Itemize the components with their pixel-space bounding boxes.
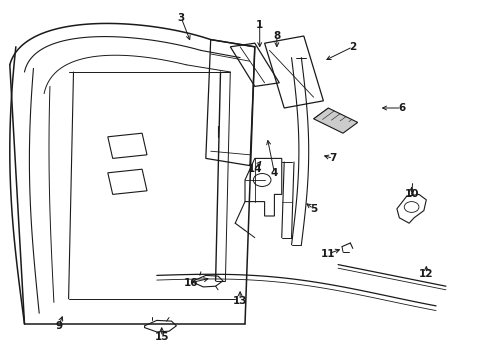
Text: 9: 9	[55, 321, 62, 331]
Text: 1: 1	[256, 20, 263, 30]
Text: 7: 7	[329, 153, 337, 163]
Text: 14: 14	[247, 164, 262, 174]
Text: 15: 15	[154, 332, 169, 342]
Text: 8: 8	[273, 31, 280, 41]
Text: 16: 16	[184, 278, 198, 288]
Text: 6: 6	[398, 103, 405, 113]
Polygon shape	[314, 108, 358, 133]
Text: 11: 11	[321, 249, 336, 259]
Text: 12: 12	[419, 269, 434, 279]
Text: 4: 4	[270, 168, 278, 178]
Text: 13: 13	[233, 296, 247, 306]
Text: 3: 3	[178, 13, 185, 23]
Text: 10: 10	[404, 189, 419, 199]
Text: 5: 5	[310, 204, 317, 214]
Text: 2: 2	[349, 42, 356, 52]
